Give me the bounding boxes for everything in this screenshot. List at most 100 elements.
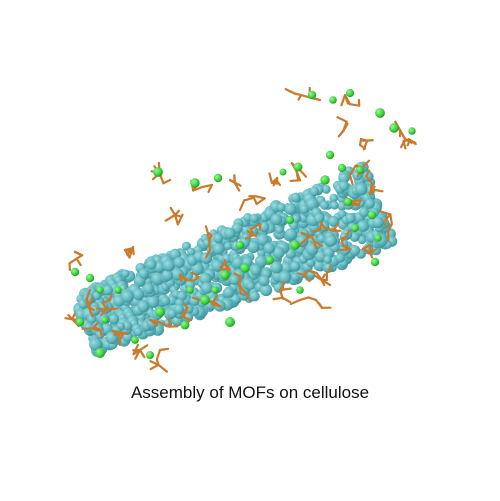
cellulose-bead (313, 259, 326, 272)
metal-node (211, 286, 219, 294)
metal-node (337, 163, 347, 173)
linker-molecule (178, 271, 200, 282)
metal-node (235, 240, 245, 250)
metal-node (153, 167, 163, 177)
cellulose-bead (162, 259, 175, 272)
linker-molecule (268, 172, 282, 187)
linker-molecule (228, 174, 242, 192)
cellulose-bead (191, 262, 204, 276)
cellulose-bead (199, 272, 212, 285)
metal-node (225, 317, 235, 327)
linker-molecule (312, 221, 342, 233)
metal-node (356, 166, 364, 174)
linker-molecule (148, 317, 179, 328)
cellulose-bead (121, 289, 134, 303)
cellulose-bead (138, 268, 149, 279)
cellulose-bead (174, 304, 185, 315)
metal-ion-nodes (70, 88, 416, 359)
cellulose-bead (358, 207, 370, 218)
cellulose-bead (177, 291, 187, 301)
linker-molecule (358, 137, 374, 151)
metal-node (389, 123, 399, 133)
linker-molecule (298, 232, 323, 249)
cellulose-bead (167, 308, 177, 319)
cellulose-bead (263, 242, 275, 254)
linker-molecule (394, 120, 413, 149)
metal-node (240, 263, 250, 273)
metal-node (345, 88, 355, 98)
linker-molecule (365, 169, 384, 196)
cellulose-bead (134, 327, 143, 337)
linker-molecule (164, 206, 184, 226)
metal-node (329, 96, 337, 104)
cellulose-bead (285, 228, 298, 241)
metal-node (286, 216, 294, 224)
linker-molecule (96, 293, 119, 316)
cellulose-bead (319, 200, 330, 210)
linker-molecule (338, 229, 352, 252)
metal-node (70, 267, 80, 277)
cellulose-bead (121, 269, 130, 278)
cellulose-bead (270, 213, 283, 226)
linker-molecule (340, 93, 361, 107)
metal-node (325, 150, 335, 160)
metal-node (320, 175, 330, 185)
cellulose-bead (146, 295, 160, 308)
cellulose-bead (335, 252, 346, 263)
cellulose-bead (345, 212, 356, 224)
molecular-render (64, 86, 417, 373)
linker-molecule (244, 223, 262, 240)
cellulose-bead (372, 216, 384, 229)
cellulose-bead (291, 214, 301, 223)
cellulose-bead (329, 193, 339, 203)
cellulose-bead (224, 227, 236, 240)
cellulose-bead (338, 180, 350, 191)
metal-node (367, 210, 377, 220)
metal-node (213, 173, 223, 183)
cellulose-fiber (73, 161, 398, 357)
cellulose-bead (365, 198, 375, 209)
cellulose-bead (357, 220, 369, 233)
cellulose-bead (305, 243, 319, 256)
linker-molecule (111, 329, 130, 347)
cellulose-bead (338, 172, 350, 184)
metal-node (85, 273, 95, 283)
cellulose-bead (201, 282, 213, 294)
cellulose-bead (213, 233, 224, 244)
cellulose-bead (256, 233, 269, 246)
cellulose-bead (321, 185, 331, 194)
cellulose-bead (247, 240, 260, 254)
cellulose-bead (249, 291, 260, 302)
linker-molecule (149, 347, 170, 373)
cellulose-bead (270, 261, 283, 274)
metal-node (370, 257, 380, 267)
linker-molecule (297, 269, 323, 283)
cellulose-bead (289, 260, 301, 272)
metal-node (186, 286, 194, 294)
cellulose-bead (257, 248, 266, 258)
cellulose-bead (102, 285, 114, 296)
cellulose-bead (309, 186, 320, 197)
cellulose-bead (173, 256, 185, 268)
cellulose-bead (290, 192, 301, 203)
cellulose-bead (284, 203, 297, 215)
metal-node (374, 234, 382, 242)
linker-molecule (68, 250, 84, 272)
cellulose-bead (357, 235, 367, 245)
cellulose-bead (314, 212, 325, 224)
metal-node (200, 295, 210, 305)
figure-caption: Assembly of MOFs on cellulose (130, 383, 370, 402)
cellulose-bead (325, 235, 337, 247)
linker-molecule (233, 272, 252, 302)
cellulose-bead (317, 234, 326, 243)
cellulose-bead (330, 201, 339, 210)
linker-molecule (204, 225, 213, 259)
cellulose-bead (143, 283, 155, 295)
cellulose-bead (132, 288, 145, 301)
metal-node (351, 224, 359, 232)
metal-node (290, 240, 300, 250)
cellulose-bead (243, 213, 253, 222)
linker-molecule (336, 116, 349, 138)
metal-node (155, 307, 165, 317)
linker-molecule (85, 288, 95, 318)
